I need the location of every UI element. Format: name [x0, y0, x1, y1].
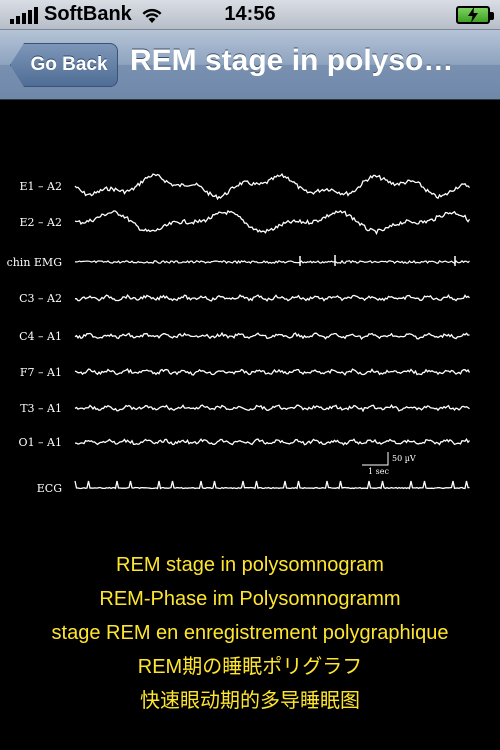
- channel-trace: [74, 403, 470, 413]
- content-area: E1 – A2 E2 – A2 chin EMG C3 – A2 C4 – A1 F7 –…: [0, 100, 500, 750]
- channel-label: chin EMG: [7, 256, 62, 269]
- scale-amplitude-label: 50 µV: [392, 454, 416, 463]
- caption-line-fr: stage REM en enregistrement polygraphiqu…: [51, 622, 449, 644]
- channel-trace: [74, 480, 470, 490]
- channel-trace: [75, 293, 470, 302]
- battery-charging-icon: [456, 6, 494, 24]
- channel-trace: [74, 172, 470, 201]
- scale-time-label: 1 sec: [368, 467, 389, 476]
- channel-label: C4 – A1: [19, 330, 62, 343]
- channel-label: O1 – A1: [19, 436, 62, 449]
- page-title: REM stage in polyso…: [130, 44, 454, 77]
- go-back-button[interactable]: Go Back: [10, 43, 118, 87]
- wifi-icon: [142, 8, 162, 23]
- polysomnogram-figure: E1 – A2 E2 – A2 chin EMG C3 – A2 C4 – A1 F7 –…: [7, 172, 471, 495]
- signal-strength-icon: [10, 6, 38, 24]
- channel-label: T3 – A1: [20, 402, 62, 415]
- channel-label: C3 – A2: [19, 292, 62, 305]
- channel-trace: [74, 368, 471, 376]
- caption: REM stage in polysomnogram REM-Phase im …: [0, 548, 500, 718]
- caption-line-ja: REM期の睡眠ポリグラフ: [137, 656, 363, 678]
- channel-label: F7 – A1: [20, 366, 62, 379]
- status-bar: SoftBank 14:56: [0, 0, 500, 30]
- lightning-bolt-icon: [468, 7, 478, 23]
- channel-trace: [74, 331, 470, 340]
- channel-label: ECG: [37, 482, 62, 495]
- caption-line-de: REM-Phase im Polysomnogramm: [99, 588, 401, 610]
- scale-bar: [362, 452, 389, 466]
- caption-line-zh: 快速眼动期的多导睡眠图: [140, 690, 360, 712]
- channel-trace: [74, 209, 471, 236]
- channel-trace: [75, 259, 470, 265]
- channel-trace: [74, 437, 470, 446]
- channel-label: E1 – A2: [20, 180, 62, 193]
- navigation-bar: Go Back REM stage in polyso…: [0, 30, 500, 100]
- carrier-name: SoftBank: [44, 3, 132, 25]
- caption-line-en: REM stage in polysomnogram: [116, 554, 384, 576]
- channel-label: E2 – A2: [20, 216, 62, 229]
